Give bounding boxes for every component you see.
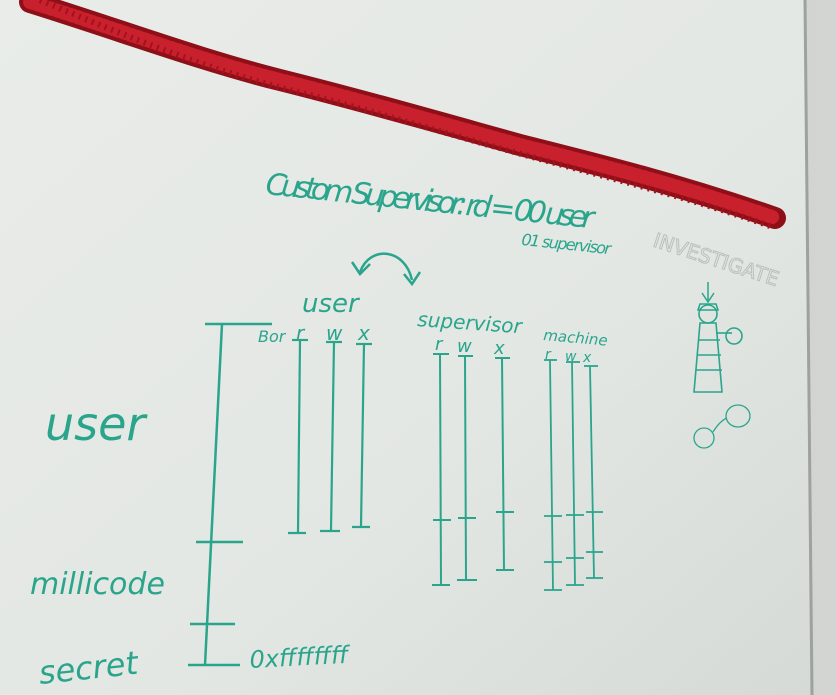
- investigator-figure-icon: [693, 303, 732, 393]
- machine-col-x: x: [582, 350, 592, 366]
- down-arrow-icon: [701, 282, 715, 304]
- machine-permission-lines: [544, 359, 603, 591]
- region-user-label: user: [45, 397, 148, 451]
- magnifying-glass-icon: [725, 327, 743, 345]
- supervisor-col-r: r: [435, 334, 444, 355]
- board-edge: [803, 0, 814, 695]
- supervisor-permission-lines: [432, 353, 514, 586]
- user-group-label: user: [302, 289, 361, 319]
- garland-icon: [19, 0, 786, 229]
- user-col-x: x: [357, 321, 370, 345]
- supervisor-col-x: x: [493, 338, 505, 359]
- address-label: 0xffffffff: [249, 641, 352, 674]
- machine-group-label: machine: [543, 326, 609, 350]
- user-permission-lines: [288, 338, 372, 535]
- speech-bubble-icon: [693, 404, 751, 449]
- machine-col-r: r: [545, 347, 552, 363]
- machine-col-w: w: [565, 349, 577, 365]
- address-space-bar: [188, 322, 272, 667]
- user-col-w: w: [326, 321, 343, 345]
- user-prefix-label: Bor: [258, 327, 287, 346]
- region-millicode-label: millicode: [30, 567, 165, 602]
- swap-arrow-icon: [350, 252, 422, 287]
- user-col-r: r: [296, 321, 306, 345]
- supervisor-col-w: w: [457, 336, 472, 357]
